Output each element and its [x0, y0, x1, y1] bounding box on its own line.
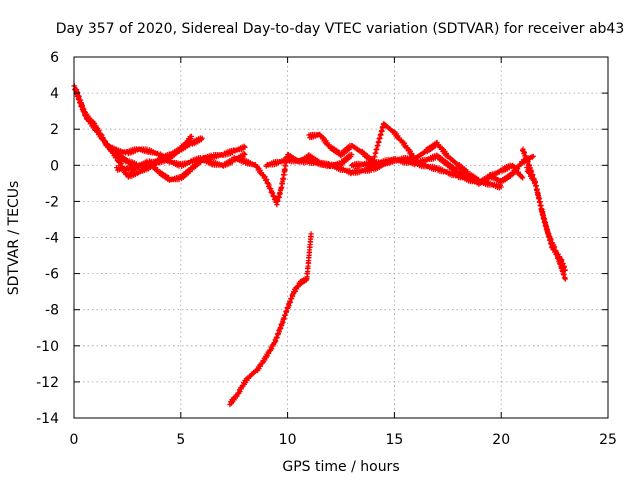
- series-track-12: [227, 231, 314, 408]
- y-tick-label: -2: [45, 194, 59, 210]
- x-tick-label: 20: [492, 432, 510, 448]
- y-tick-label: -12: [36, 375, 59, 391]
- y-tick-label: 2: [50, 122, 59, 138]
- y-tick-label: -6: [45, 267, 59, 283]
- series-markers: [413, 153, 536, 187]
- y-axis-label: SDTVAR / TECUs: [6, 181, 22, 296]
- y-tick-label: 4: [50, 86, 59, 102]
- x-tick-label: 15: [385, 432, 403, 448]
- series-markers: [71, 83, 205, 169]
- x-tick-label: 25: [599, 432, 617, 448]
- x-tick-label: 5: [176, 432, 185, 448]
- series-markers: [227, 231, 314, 408]
- series-markers: [103, 142, 248, 169]
- axis-ticks: 0 5 10 15 20 25 -14 -12 -10 -8 -6 -4 -2 0 2 4 6: [36, 50, 617, 448]
- x-tick-label: 0: [70, 432, 79, 448]
- x-tick-label: 10: [279, 432, 297, 448]
- series-track-4: [103, 142, 248, 169]
- y-tick-label: -4: [45, 231, 59, 247]
- data-series: [71, 83, 568, 408]
- y-tick-label: -14: [36, 411, 59, 427]
- y-tick-label: -8: [45, 303, 59, 319]
- grid-lines: [74, 57, 608, 418]
- series-track-6: [306, 121, 419, 164]
- series-track-9: [413, 153, 536, 187]
- y-tick-label: 0: [50, 158, 59, 174]
- y-tick-label: -10: [36, 339, 59, 355]
- series-markers: [306, 121, 419, 164]
- y-tick-label: 6: [50, 50, 59, 66]
- x-axis-label: GPS time / hours: [282, 459, 399, 475]
- series-markers: [524, 164, 568, 273]
- chart-title: Day 357 of 2020, Sidereal Day-to-day VTE…: [56, 21, 625, 37]
- series-track-11: [524, 164, 568, 273]
- series-track-1: [71, 83, 205, 169]
